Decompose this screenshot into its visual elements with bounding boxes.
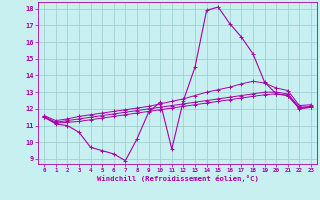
X-axis label: Windchill (Refroidissement éolien,°C): Windchill (Refroidissement éolien,°C): [97, 175, 259, 182]
